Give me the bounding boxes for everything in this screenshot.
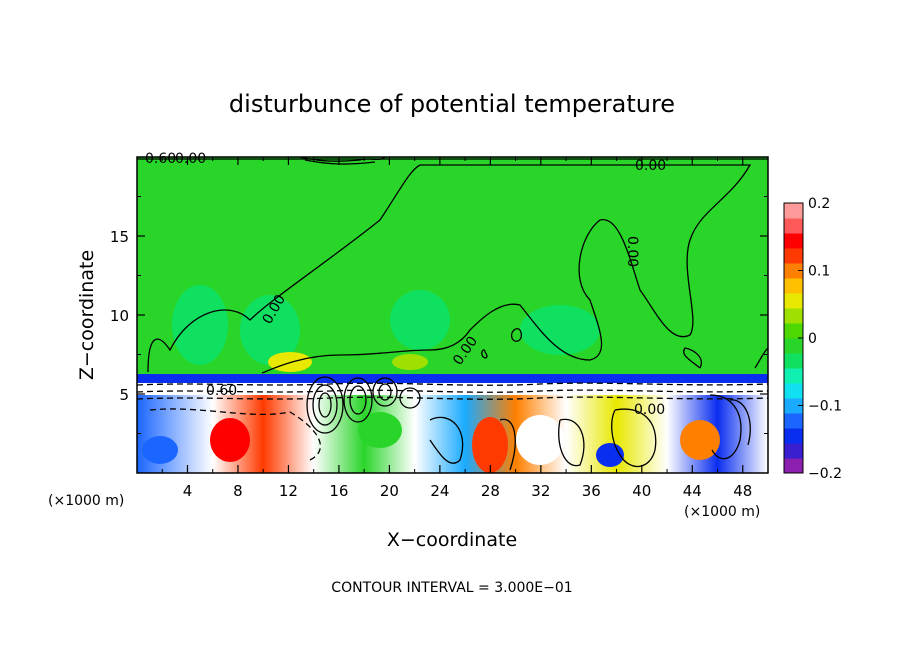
colorbar-swatch — [784, 443, 803, 459]
field-warm-patch — [392, 354, 428, 370]
field-upper — [137, 157, 768, 382]
colorbar-ticks: 0.2 0.1 0 −0.1 −0.2 — [798, 196, 842, 482]
colorbar-swatch — [784, 353, 803, 369]
x-tick-label: 12 — [279, 482, 298, 500]
contour-lines — [137, 157, 768, 471]
colorbar-tick-label: 0 — [808, 331, 817, 347]
x-axis-unit: (×1000 m) — [684, 504, 760, 520]
contour-line — [318, 392, 332, 418]
colorbar-swatch — [784, 458, 803, 474]
y-tick-label: 10 — [110, 307, 129, 325]
contour-line — [147, 164, 752, 374]
colorbar-swatch — [784, 203, 803, 219]
contour-line — [349, 385, 367, 415]
x-tick-label: 44 — [683, 482, 702, 500]
contour-line — [149, 408, 322, 461]
contour-line — [299, 157, 386, 162]
field-inversion-band — [137, 383, 768, 395]
field-cool-patch — [358, 412, 402, 448]
contour-line — [343, 377, 373, 423]
contour-line — [372, 377, 398, 407]
contour-label: 0.60 — [145, 151, 176, 167]
x-tick-label: 40 — [632, 482, 651, 500]
field-warm-patch — [472, 417, 508, 473]
field-inversion-band — [137, 374, 768, 384]
contour-line — [558, 418, 585, 467]
y-axis: 5 10 15 — [110, 196, 768, 434]
contour-line — [378, 383, 392, 401]
contour-line — [137, 389, 768, 393]
field-cool-patch — [172, 285, 228, 365]
contour-line — [306, 376, 344, 434]
y-tick-label: 15 — [110, 228, 129, 246]
x-axis-label: X−coordinate — [387, 529, 517, 551]
contour-label: 0.00 — [175, 151, 206, 167]
y-tick-label: 5 — [119, 386, 129, 404]
contour-line — [137, 382, 768, 386]
contour-interval-note: CONTOUR INTERVAL = 3.000E−01 — [331, 580, 572, 596]
colorbar-tick-label: 0.1 — [808, 264, 830, 280]
colorbar-swatch — [784, 278, 803, 294]
x-tick-label: 16 — [329, 482, 348, 500]
y-axis-label: Z−coordinate — [76, 250, 98, 380]
colorbar-swatch — [784, 248, 803, 264]
field-cool-patch — [520, 305, 600, 355]
contour-label: 0.60 — [206, 383, 237, 399]
contour-line — [510, 328, 522, 342]
colorbar-swatch — [784, 233, 803, 249]
x-axis: 4 8 12 16 20 24 28 32 36 40 44 48 — [161, 157, 752, 500]
contour-label: 0.00 — [624, 236, 640, 267]
x-tick-label: 36 — [582, 482, 601, 500]
x-tick-label: 48 — [733, 482, 752, 500]
field-warm-patch — [680, 420, 720, 460]
colorbar-swatch — [784, 368, 803, 384]
colorbar-swatch — [784, 338, 803, 354]
y-axis-unit: (×1000 m) — [48, 493, 124, 509]
contour-line — [399, 387, 421, 409]
field-warm-patch — [516, 415, 564, 465]
field-cool-patch — [390, 290, 450, 350]
x-tick-label: 32 — [531, 482, 550, 500]
contour-line — [312, 384, 338, 426]
contour-line — [499, 418, 516, 471]
contour-line — [709, 394, 742, 460]
field-warm-patch — [268, 352, 312, 372]
contour-line — [137, 396, 768, 400]
colorbar — [784, 203, 803, 474]
x-tick-label: 4 — [183, 482, 193, 500]
colorbar-swatch — [784, 293, 803, 309]
contour-label: 0.00 — [635, 158, 666, 174]
contour-line — [683, 347, 702, 369]
colorbar-tick-label: −0.1 — [808, 399, 842, 415]
x-tick-label: 20 — [380, 482, 399, 500]
colorbar-tick-label: 0.2 — [808, 196, 830, 212]
contour-line — [754, 347, 768, 369]
field-cool-patch — [142, 436, 178, 464]
field-warm-patch — [210, 418, 250, 462]
x-tick-label: 8 — [233, 482, 243, 500]
contour-line — [729, 399, 751, 446]
contour-label: 0.00 — [634, 402, 665, 418]
colorbar-swatch — [784, 323, 803, 339]
colorbar-swatch — [784, 218, 803, 234]
colorbar-swatch — [784, 398, 803, 414]
x-tick-label: 28 — [481, 482, 500, 500]
colorbar-tick-label: −0.2 — [808, 466, 842, 482]
colorbar-swatch — [784, 308, 803, 324]
field-cool-patch — [240, 295, 300, 365]
contour-line — [481, 349, 488, 359]
chart-title: disturbunce of potential temperature — [229, 90, 675, 118]
contour-line — [429, 416, 464, 464]
colorbar-swatch — [784, 263, 803, 279]
colorbar-swatch — [784, 383, 803, 399]
x-tick-label: 24 — [430, 482, 449, 500]
colorbar-swatch — [784, 413, 803, 429]
colorbar-swatch — [784, 428, 803, 444]
heatmap-field — [137, 157, 768, 473]
contour-line — [304, 159, 376, 165]
